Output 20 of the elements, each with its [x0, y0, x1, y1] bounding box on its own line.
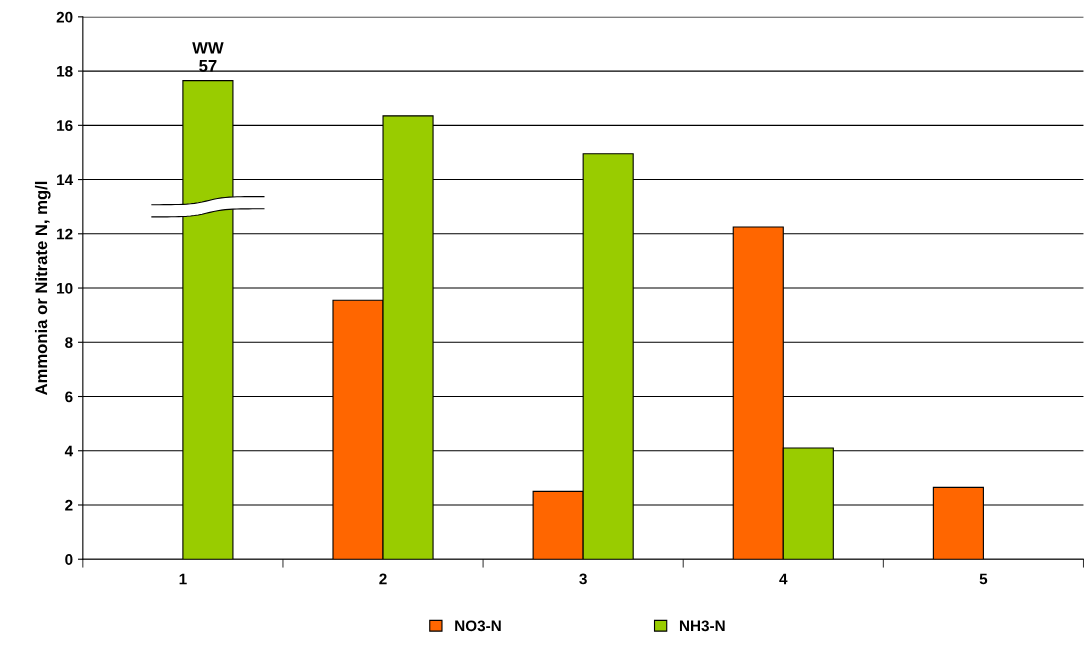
y-tick-label: 8 — [65, 337, 73, 348]
y-tick-label: 0 — [65, 554, 73, 565]
annotation: WW 57 — [192, 42, 224, 72]
y-tick-label: 10 — [57, 282, 73, 294]
y-tick-label: 20 — [56, 11, 73, 23]
y-tick-label: 2 — [65, 499, 73, 511]
legend-label: NO3-N — [455, 620, 501, 632]
y-tick-label: 14 — [57, 174, 74, 186]
x-tick-label: 2 — [379, 573, 387, 585]
x-tick-label: 5 — [979, 573, 988, 585]
y-axis-title: Ammonia or Nitrate N, mg/l — [34, 181, 51, 396]
x-tick-label: 1 — [179, 573, 187, 585]
y-tick-label: 16 — [57, 120, 73, 132]
y-tick-label: 6 — [65, 391, 73, 403]
x-tick-label: 3 — [579, 573, 587, 585]
y-tick-label: 12 — [57, 228, 73, 240]
y-tick-label: 18 — [57, 65, 73, 77]
x-tick-label: 4 — [779, 573, 788, 585]
legend-label: NH3-N — [679, 620, 725, 632]
y-tick-label: 4 — [64, 445, 74, 457]
